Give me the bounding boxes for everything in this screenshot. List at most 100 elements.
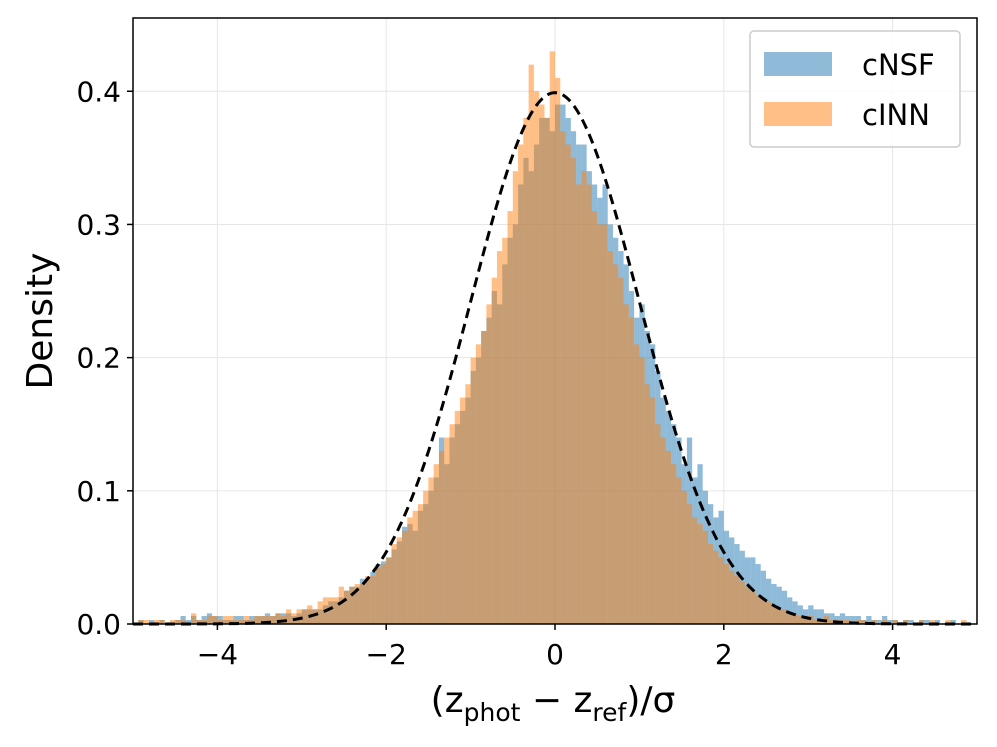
histogram-bar: [549, 51, 555, 625]
histogram-bar: [470, 357, 476, 624]
histogram-bar: [565, 144, 571, 624]
histogram-bar: [402, 530, 408, 624]
histogram-bar: [396, 537, 403, 624]
histogram-bar: [607, 251, 614, 625]
histogram-bar: [781, 609, 788, 624]
histogram-bar: [591, 211, 598, 624]
histogram-bar: [518, 144, 524, 624]
series-cinn-bars: [138, 51, 967, 625]
histogram-bar: [507, 211, 513, 624]
histogram-bar: [465, 384, 471, 624]
histogram-bar: [539, 104, 545, 625]
histogram-bar: [618, 277, 624, 624]
legend-swatch-cinn: [764, 102, 832, 126]
legend-label-cinn: cINN: [862, 98, 930, 132]
histogram-bar: [766, 601, 772, 624]
histogram-bar: [961, 620, 967, 624]
histogram-bar: [597, 224, 603, 624]
histogram-bar: [755, 564, 761, 624]
histogram-bar: [523, 117, 529, 624]
histogram-bar: [270, 616, 276, 624]
histogram-bar: [212, 616, 218, 624]
histogram-bar: [639, 357, 645, 624]
y-tick-label: 0.3: [76, 208, 121, 241]
histogram-bar: [771, 605, 777, 624]
histogram-bar: [713, 550, 719, 624]
histogram-bar: [818, 609, 825, 624]
histogram-bar: [792, 601, 798, 624]
histogram-bar: [729, 570, 735, 624]
histogram-bar: [866, 616, 872, 624]
histogram-bar: [560, 131, 566, 624]
histogram-bar: [707, 544, 714, 624]
x-tick-label: 0: [546, 638, 564, 671]
histogram-bar: [581, 171, 587, 624]
histogram-bar: [686, 504, 693, 624]
histogram-bar: [449, 424, 455, 624]
histogram-bar: [649, 397, 656, 624]
x-tick-label: −4: [197, 638, 238, 671]
histogram-bar: [196, 620, 202, 624]
histogram-bar: [829, 620, 835, 624]
histogram-bar: [681, 490, 687, 624]
histogram-bar: [613, 264, 619, 624]
histogram-bar: [576, 184, 582, 624]
histogram-bar: [454, 410, 461, 624]
histogram-bar: [860, 620, 867, 624]
histogram-bar: [723, 564, 730, 624]
histogram-bar: [233, 620, 239, 624]
histogram-bar: [702, 530, 708, 624]
histogram-bar: [138, 620, 144, 624]
histogram-bar: [792, 613, 798, 624]
histogram-bar: [634, 344, 640, 624]
histogram-bar: [760, 597, 766, 624]
histogram-bar: [486, 304, 492, 624]
histogram-bar: [882, 620, 888, 624]
histogram-bar: [496, 251, 503, 625]
histogram-bar: [512, 171, 519, 624]
histogram-bar: [460, 397, 466, 624]
histogram-bar: [918, 620, 925, 624]
histogram-bar: [586, 184, 592, 624]
histogram-bar: [787, 597, 793, 624]
histogram-bar: [871, 620, 877, 624]
histogram-bar: [254, 616, 260, 624]
histogram-bar: [185, 620, 192, 624]
histogram-bar: [264, 616, 271, 624]
histogram-bar: [417, 504, 424, 624]
histogram-bar: [317, 601, 323, 624]
x-axis-label-sub-phot: phot: [464, 698, 521, 727]
histogram-bar: [491, 277, 497, 624]
histogram-bar: [623, 304, 629, 624]
histogram-bar: [776, 609, 782, 624]
histogram-bar: [285, 609, 292, 624]
x-axis-label: (zphot − zref)/σ: [431, 680, 676, 727]
x-axis-label-open: (z: [431, 680, 464, 721]
histogram-bar: [908, 620, 914, 624]
histogram-bar: [818, 620, 825, 624]
histogram-bar: [312, 609, 318, 624]
histogram-bar: [570, 157, 577, 624]
histogram-bar: [238, 620, 244, 624]
histogram-bar: [338, 586, 344, 624]
histogram-bar: [829, 613, 835, 624]
histogram-bar: [180, 620, 186, 624]
histogram-bar: [391, 544, 397, 624]
histogram-bar: [528, 64, 534, 625]
y-tick-label: 0.1: [76, 475, 121, 508]
histogram-bar: [365, 576, 371, 624]
histogram-bar: [544, 117, 550, 624]
histogram-bar: [227, 616, 234, 624]
histogram-bar: [692, 517, 698, 624]
histogram-bar: [808, 605, 814, 624]
histogram-bar: [533, 91, 540, 624]
histogram-bar: [159, 620, 165, 624]
histogram-bar: [407, 517, 413, 624]
histogram-bar: [739, 581, 745, 624]
histogram-bar: [349, 586, 355, 624]
histogram-bar: [433, 464, 439, 624]
histogram-bar: [839, 613, 846, 624]
histogram-bar: [876, 620, 883, 624]
histogram-bar: [813, 620, 819, 624]
